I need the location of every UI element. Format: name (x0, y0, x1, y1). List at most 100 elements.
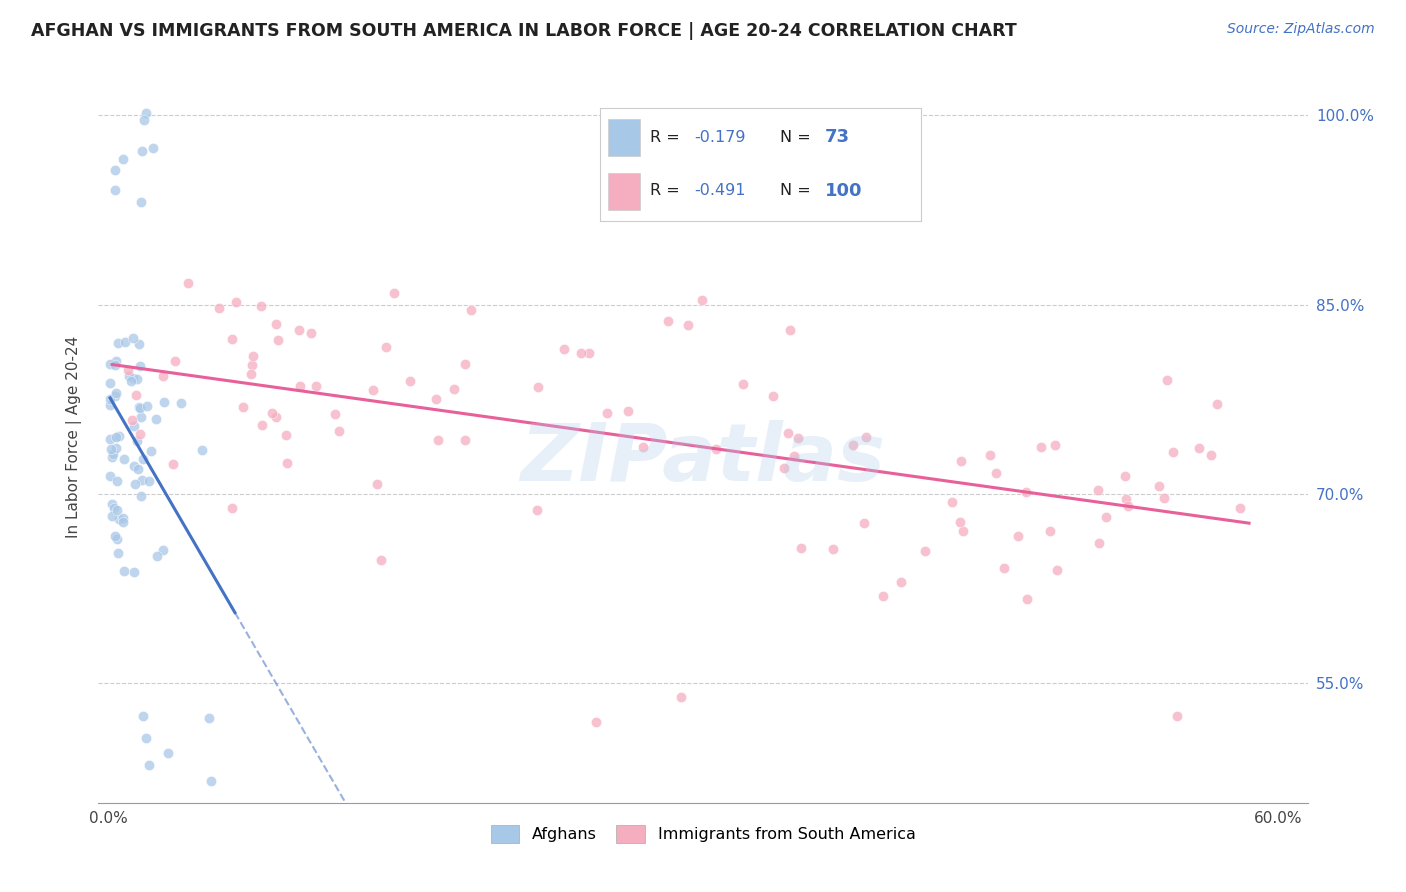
Point (1007, 529, 1029, 543)
Point (101, 509, 124, 524)
Point (107, 546, 129, 560)
Point (1039, 524, 1062, 538)
Point (101, 497, 124, 511)
Point (98, 469, 121, 483)
Point (1229, 501, 1251, 516)
Point (299, 326, 322, 340)
Point (107, 512, 129, 526)
Point (104, 353, 127, 368)
Point (328, 424, 350, 438)
Point (633, 441, 655, 455)
Point (114, 334, 136, 349)
Text: AFGHAN VS IMMIGRANTS FROM SOUTH AMERICA IN LABOR FORCE | AGE 20-24 CORRELATION C: AFGHAN VS IMMIGRANTS FROM SOUTH AMERICA … (31, 22, 1017, 40)
Point (134, 113, 156, 128)
Point (239, 367, 262, 381)
Point (129, 410, 152, 425)
Point (288, 323, 311, 337)
Point (733, 376, 755, 391)
Point (941, 495, 963, 509)
Point (128, 401, 150, 416)
Point (657, 314, 679, 328)
Point (177, 276, 200, 290)
Point (443, 383, 465, 397)
Point (454, 357, 477, 371)
Point (165, 354, 187, 368)
Point (1206, 397, 1229, 411)
Point (121, 331, 143, 345)
Point (1043, 438, 1066, 452)
Point (305, 379, 328, 393)
Point (98, 398, 121, 412)
Point (375, 340, 398, 354)
Point (111, 515, 134, 529)
Point (260, 406, 283, 420)
Legend: Afghans, Immigrants from South America: Afghans, Immigrants from South America (484, 819, 922, 850)
Point (121, 371, 143, 385)
Point (914, 543, 936, 558)
Point (125, 388, 148, 402)
Point (370, 552, 392, 566)
Point (112, 153, 135, 167)
Point (779, 323, 801, 337)
Point (853, 516, 876, 530)
Point (1156, 373, 1178, 387)
Point (1199, 448, 1222, 462)
Point (1015, 484, 1038, 499)
Point (105, 532, 128, 546)
Point (107, 336, 129, 351)
Point (105, 441, 128, 455)
Point (98, 357, 121, 371)
Point (1115, 491, 1137, 506)
Point (676, 318, 699, 332)
Point (124, 477, 146, 491)
Point (117, 363, 139, 377)
Point (1166, 708, 1188, 723)
Point (157, 747, 180, 761)
Point (1087, 483, 1109, 498)
Point (129, 194, 152, 209)
Y-axis label: In Labor Force | Age 20-24: In Labor Force | Age 20-24 (66, 336, 82, 538)
Point (1046, 563, 1069, 577)
Point (105, 503, 128, 517)
Point (138, 758, 160, 772)
Point (1188, 441, 1211, 455)
Point (225, 295, 247, 310)
Point (1087, 536, 1109, 550)
Point (128, 337, 150, 351)
Point (103, 447, 125, 461)
Point (138, 474, 160, 488)
Point (1095, 510, 1118, 524)
Point (526, 380, 548, 394)
Point (152, 543, 174, 558)
Point (842, 438, 865, 452)
Point (569, 346, 592, 360)
Point (776, 426, 799, 441)
Point (382, 286, 405, 301)
Point (162, 457, 184, 471)
Point (704, 442, 727, 456)
Point (240, 358, 263, 372)
Point (98, 392, 121, 406)
Point (104, 163, 127, 178)
Point (131, 473, 153, 487)
Point (107, 474, 129, 488)
Point (129, 359, 152, 374)
Point (135, 399, 157, 413)
Point (949, 515, 972, 529)
Point (276, 456, 298, 470)
Point (127, 461, 149, 475)
Point (276, 428, 298, 442)
Point (129, 489, 152, 503)
Point (553, 343, 575, 357)
Point (250, 417, 273, 432)
Point (128, 401, 150, 415)
Point (221, 500, 243, 515)
Point (100, 450, 122, 465)
Point (132, 709, 155, 723)
Point (190, 442, 212, 457)
Point (103, 501, 125, 516)
Point (242, 349, 264, 363)
Point (399, 375, 422, 389)
Point (250, 299, 273, 313)
Point (145, 411, 167, 425)
